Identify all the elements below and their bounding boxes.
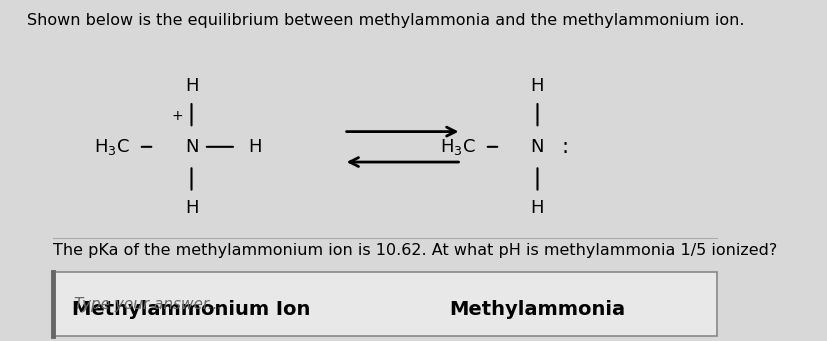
Text: :: :: [561, 137, 568, 157]
Text: Methylammonia: Methylammonia: [449, 300, 624, 319]
Text: H: H: [184, 77, 198, 95]
Text: H: H: [248, 138, 261, 156]
Text: Shown below is the equilibrium between methylammonia and the methylammonium ion.: Shown below is the equilibrium between m…: [26, 13, 743, 28]
Text: H$_3$C: H$_3$C: [439, 137, 476, 157]
Text: The pKa of the methylammonium ion is 10.62. At what pH is methylammonia 1/5 ioni: The pKa of the methylammonium ion is 10.…: [53, 243, 777, 258]
Text: H: H: [184, 199, 198, 217]
Text: H: H: [530, 199, 543, 217]
Text: N: N: [530, 138, 543, 156]
Text: +: +: [172, 109, 184, 123]
Text: H: H: [530, 77, 543, 95]
FancyBboxPatch shape: [53, 272, 716, 336]
Text: Methylammonium Ion: Methylammonium Ion: [72, 300, 310, 319]
Text: Type your answer...: Type your answer...: [74, 297, 222, 312]
Text: N: N: [184, 138, 198, 156]
Text: H$_3$C: H$_3$C: [94, 137, 130, 157]
